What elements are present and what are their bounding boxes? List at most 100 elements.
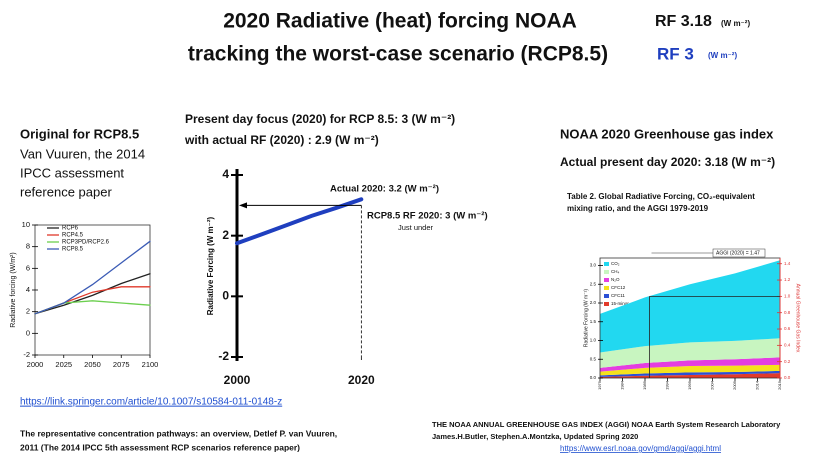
x-tick-label: 1979 xyxy=(597,380,602,390)
legend-label: RCP8.5 xyxy=(62,247,84,253)
x-tick-label: 2014 xyxy=(755,380,760,390)
left-text: IPCC assessment xyxy=(20,165,124,180)
left-text: Van Vuuren, the 2014 xyxy=(20,146,145,161)
y-tick-label: 8 xyxy=(26,242,30,251)
y-tick-label: 2.5 xyxy=(590,281,597,286)
x-tick-label: 2004 xyxy=(710,380,715,390)
stacked-area xyxy=(600,373,780,378)
y-tick-label: 1.0 xyxy=(590,338,597,343)
y2-tick-label: 0.0 xyxy=(784,375,791,380)
x-tick-label: 2000 xyxy=(224,373,251,387)
left-heading: Original for RCP8.5 xyxy=(20,126,139,141)
legend-label: N₂O xyxy=(611,277,620,282)
middle-text: Present day focus (2020) for RCP 8.5: 3 … xyxy=(185,112,455,126)
link[interactable]: https://www.esrl.noaa.gov/gmd/aggi/aggi.… xyxy=(560,444,721,453)
legend-label: RCP4.5 xyxy=(62,233,84,239)
right-subheading: Actual present day 2020: 3.18 (W m⁻²) xyxy=(560,155,775,169)
y-tick-label: 4 xyxy=(222,167,229,181)
y2-axis-label: Annual Greenhouse Gas Index xyxy=(795,284,801,353)
y-tick-label: 2 xyxy=(26,307,30,316)
x-tick-label: 2009 xyxy=(732,380,737,390)
title-line2: tracking the worst-case scenario (RCP8.5… xyxy=(188,43,608,66)
rf-value: RF 3.18 xyxy=(655,13,712,30)
stacked-area xyxy=(600,370,780,377)
x-tick-label: 2025 xyxy=(55,360,72,369)
legend-label: CFC11 xyxy=(611,293,625,298)
x-tick-label: 2000 xyxy=(27,360,44,369)
annotation: AGGI (2020) = 1.47 xyxy=(716,250,760,256)
y-tick-label: 0.5 xyxy=(590,356,597,361)
y-tick-label: 10 xyxy=(22,220,30,229)
citation: The representative concentration pathway… xyxy=(20,428,337,438)
y2-tick-label: 0.8 xyxy=(784,310,791,315)
y2-tick-label: 1.2 xyxy=(784,277,791,282)
legend-swatch xyxy=(604,278,609,282)
y-tick-label: 4 xyxy=(26,285,30,294)
x-tick-label: 1989 xyxy=(642,380,647,390)
caption: mixing ratio, and the AGGI 1979-2019 xyxy=(567,204,709,213)
y-tick-label: 0 xyxy=(222,289,229,303)
y-axis-label: Radiative forcing (W/m²) xyxy=(10,252,17,327)
y-axis-label: Radiative Forcing (W m⁻²) xyxy=(583,289,589,348)
right-heading: NOAA 2020 Greenhouse gas index xyxy=(560,126,774,141)
y-tick-label: 6 xyxy=(26,263,30,272)
legend-label: CFC12 xyxy=(611,285,626,290)
x-tick-label: 2075 xyxy=(113,360,130,369)
left-text: reference paper xyxy=(20,184,112,199)
middle-text: with actual RF (2020) : 2.9 (W m⁻²) xyxy=(184,133,379,147)
legend-label: CO₂ xyxy=(611,261,620,266)
y2-tick-label: 0.4 xyxy=(784,343,791,348)
x-tick-label: 2019 xyxy=(777,380,782,390)
annotation: Actual 2020: 3.2 (W m⁻²) xyxy=(330,184,439,195)
x-tick-label: 2020 xyxy=(348,373,375,387)
y-tick-label: 3.0 xyxy=(590,263,597,268)
annotation: Just under xyxy=(398,223,434,232)
rf-value: RF 3 xyxy=(657,44,694,63)
footer: James.H.Butler, Stephen.A.Montzka, Updat… xyxy=(432,432,638,441)
stacked-area xyxy=(600,364,780,376)
y2-tick-label: 1.0 xyxy=(784,294,791,299)
y-tick-label: 0 xyxy=(26,328,30,337)
series-line xyxy=(235,197,364,246)
rf-unit: (W m⁻²) xyxy=(721,19,750,28)
series-line xyxy=(34,273,151,315)
annotation: RCP8.5 RF 2020: 3 (W m⁻²) xyxy=(367,211,488,222)
legend-swatch xyxy=(604,286,609,290)
legend-label: CH₄ xyxy=(611,269,619,274)
legend-swatch xyxy=(604,262,609,266)
y-tick-label: 1.5 xyxy=(590,319,597,324)
legend-swatch xyxy=(604,270,609,274)
y-tick-label: 2 xyxy=(222,228,229,242)
y-tick-label: -2 xyxy=(218,349,229,363)
legend-swatch xyxy=(604,294,609,298)
arrow-head xyxy=(239,202,247,209)
x-tick-label: 1999 xyxy=(687,380,692,390)
legend-label: RCP3PD/RCP2.6 xyxy=(62,240,110,246)
y2-tick-label: 0.2 xyxy=(784,359,791,364)
footer: THE NOAA ANNUAL GREENHOUSE GAS INDEX (AG… xyxy=(432,420,781,429)
citation: 2011 (The 2014 IPCC 5th assessment RCP s… xyxy=(20,442,300,452)
y2-tick-label: 1.4 xyxy=(784,261,791,266)
x-tick-label: 2050 xyxy=(84,360,101,369)
y-tick-label: -2 xyxy=(23,350,30,359)
series-line xyxy=(34,240,151,315)
x-tick-label: 1994 xyxy=(665,380,670,390)
link[interactable]: https://link.springer.com/article/10.100… xyxy=(20,397,282,408)
x-tick-label: 1984 xyxy=(620,380,625,390)
stacked-area xyxy=(600,338,780,368)
x-tick-label: 2100 xyxy=(142,360,159,369)
y-axis-label: Radiative Forcing (W m⁻²) xyxy=(206,216,215,315)
title-line1: 2020 Radiative (heat) forcing NOAA xyxy=(223,10,577,33)
y-tick-label: 0.0 xyxy=(590,375,597,380)
rf-unit: (W m⁻²) xyxy=(708,51,737,60)
legend-label: 15-minor xyxy=(611,301,629,306)
legend-label: RCP6 xyxy=(62,226,79,232)
legend-swatch xyxy=(604,302,609,306)
y2-tick-label: 0.6 xyxy=(784,326,791,331)
y-tick-label: 2.0 xyxy=(590,300,597,305)
stacked-area xyxy=(600,260,780,353)
stacked-area xyxy=(600,357,780,372)
caption: Table 2. Global Radiative Forcing, CO₂-e… xyxy=(567,192,755,201)
